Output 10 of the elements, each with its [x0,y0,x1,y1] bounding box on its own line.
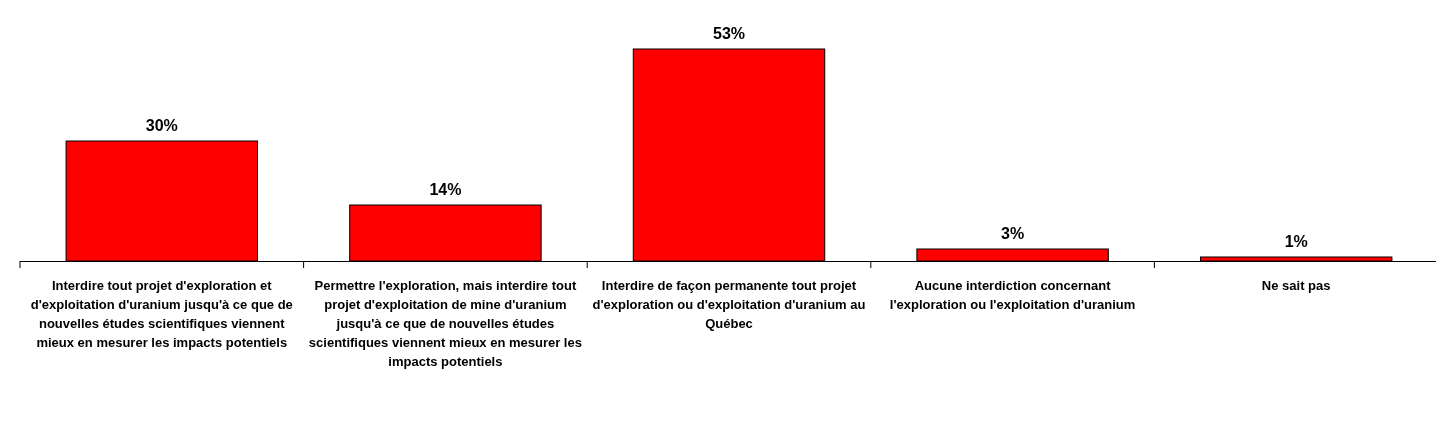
x-tick-label: Permettre l'exploration, mais interdire tout projet d'exploitation de mine d'uranium jusqu'à ce que de nouvelles études scientifiques viennent mieux en mesurer les impacts potentiels [308,278,582,369]
data-label: 30% [145,117,178,134]
x-tick-label: Aucune interdiction concernant l'exploration ou l'exploitation d'uranium [889,278,1136,312]
data-label: 3% [1001,225,1025,242]
x-tick-label: Interdire de façon permanente tout projet d'exploration ou d'exploitation d'uranium au Québec [592,278,866,331]
x-tick-label: Interdire tout projet d'exploration et d'exploitation d'uranium jusqu'à ce que de nouvelles études scientifiques viennent mieux en mesurer les impacts potentiels [30,278,293,350]
x-tick-label: Ne sait pas [1261,278,1331,293]
data-label: 14% [429,181,462,198]
data-label: 1% [1284,233,1308,250]
data-label: 53% [712,25,746,42]
